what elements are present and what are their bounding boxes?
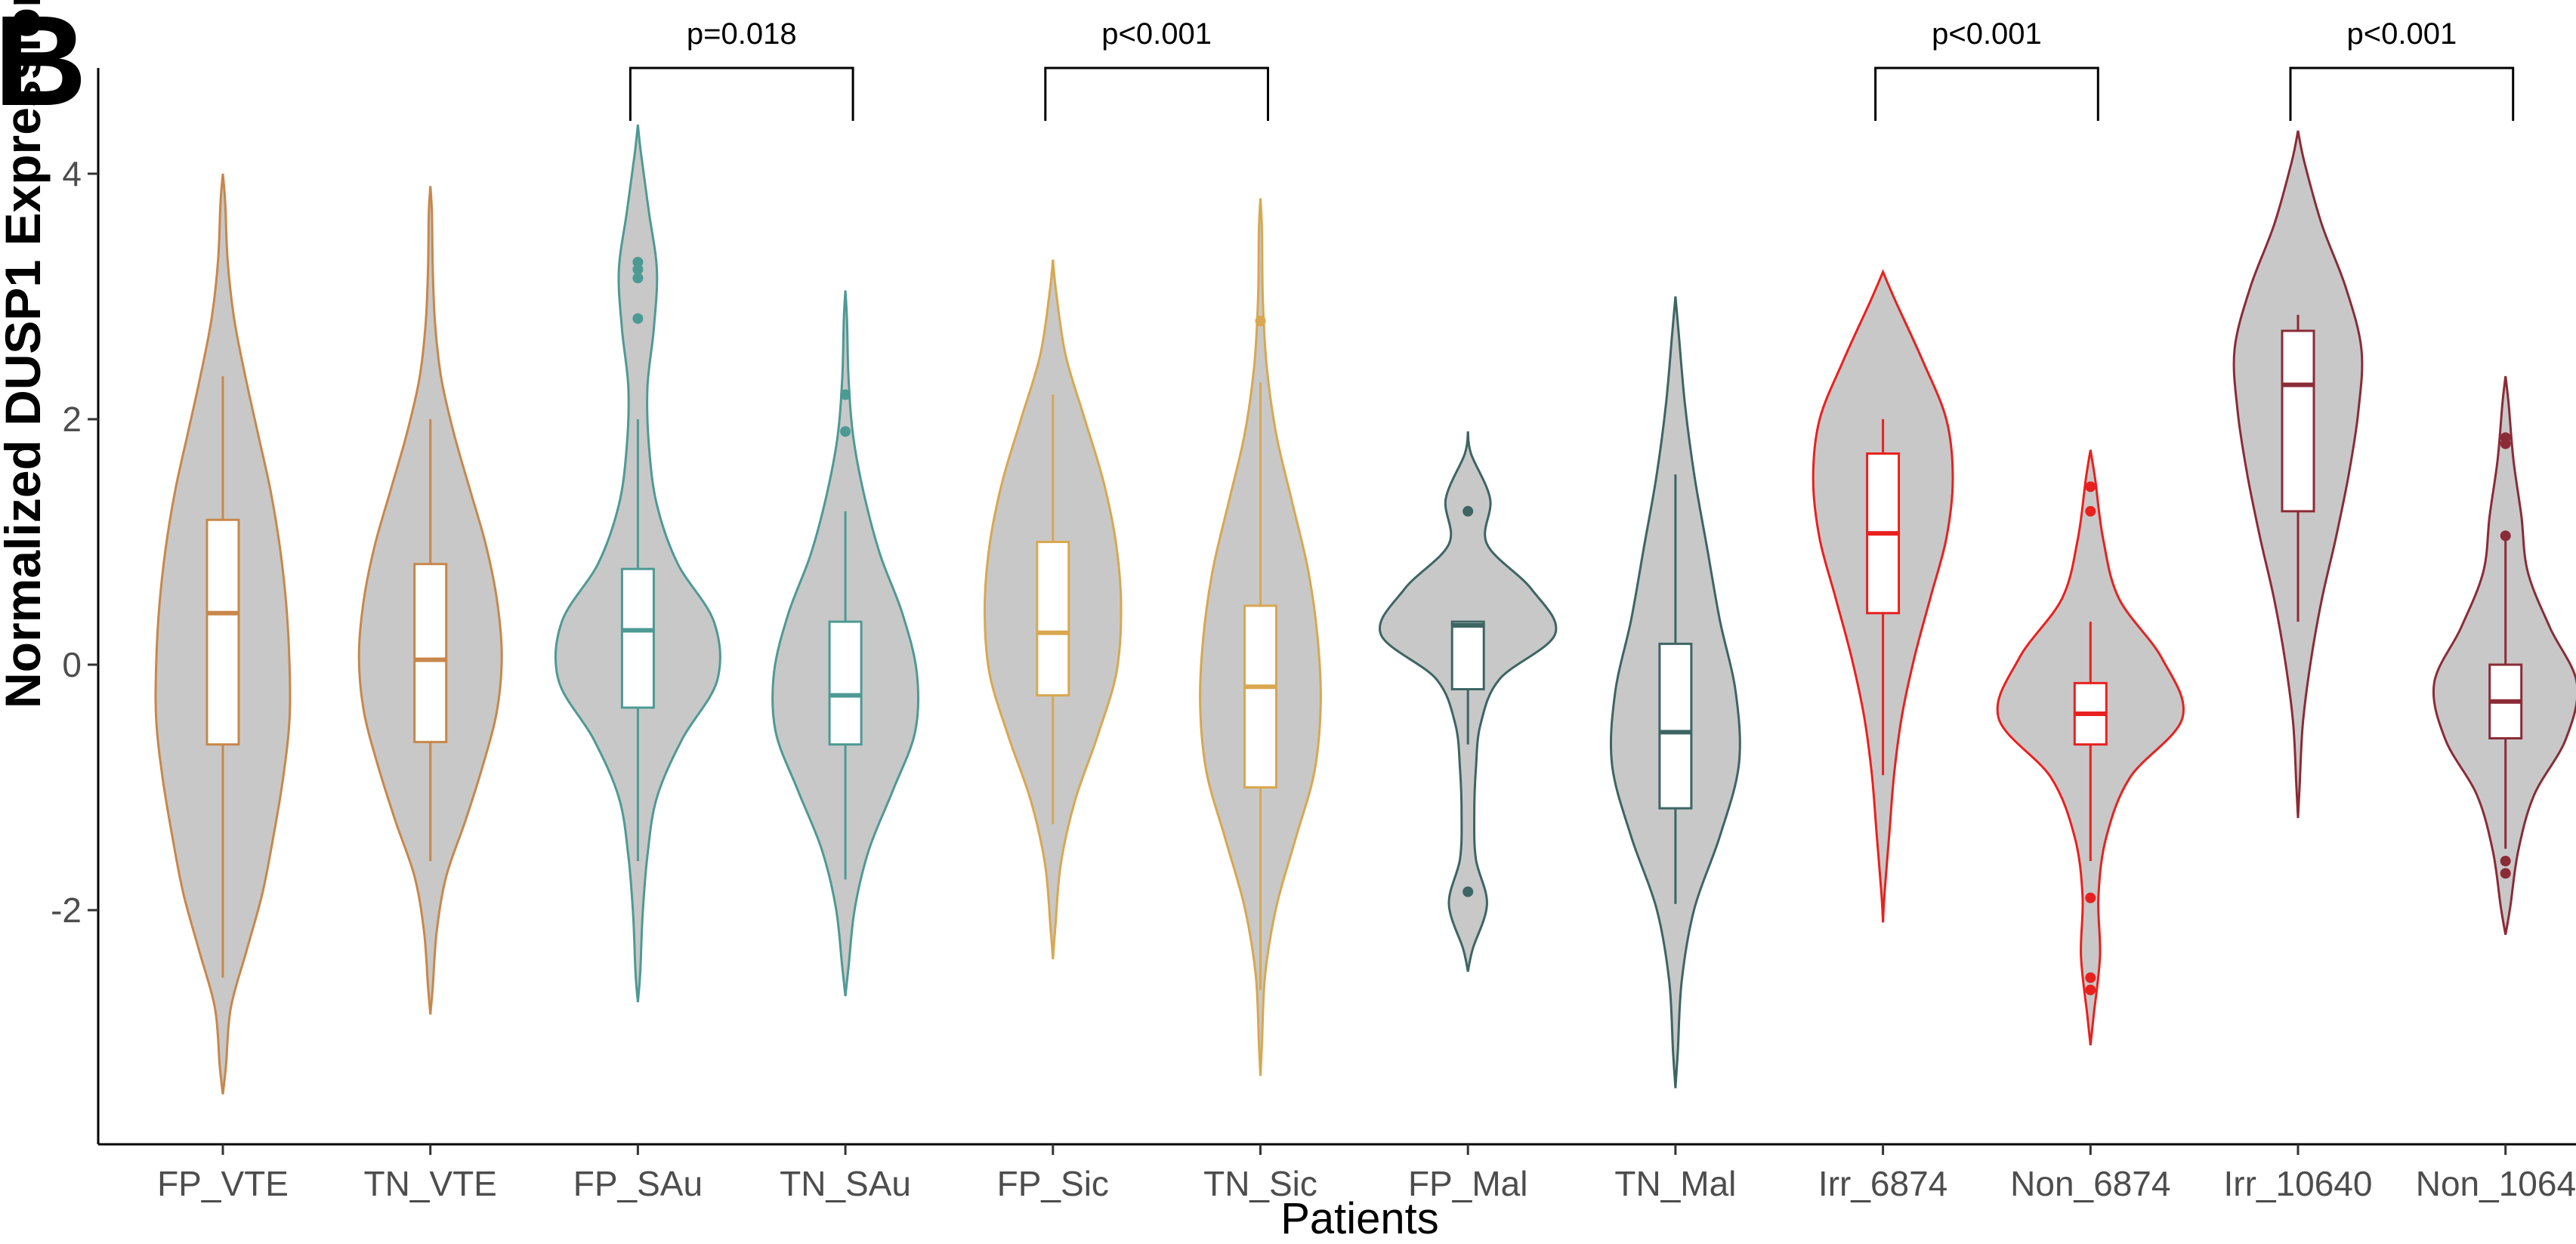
violin-Irr_10640 <box>2232 130 2364 819</box>
p-value-label: p=0.018 <box>687 17 797 51</box>
violin-Non_10640 <box>2432 375 2576 935</box>
outlier-point <box>2500 856 2511 866</box>
outlier-point <box>2085 505 2096 517</box>
y-tick-label: 2 <box>62 400 82 439</box>
x-tick-label: TN_SAu <box>780 1164 911 1203</box>
violin-FP_Mal <box>1378 431 1558 972</box>
outlier-point <box>2500 868 2511 879</box>
violin-Irr_6874 <box>1812 269 1954 923</box>
outlier-point <box>2085 984 2096 996</box>
violin-TN_Sic <box>1199 198 1322 1076</box>
panel-label: B <box>0 0 87 133</box>
x-tick-label: Irr_10640 <box>2224 1164 2373 1203</box>
x-tick-label: TN_Sic <box>1203 1164 1317 1203</box>
x-tick-label: TN_VTE <box>364 1164 497 1203</box>
bracket-line <box>1874 66 2099 121</box>
outlier-point <box>632 257 644 267</box>
outlier-point <box>2085 892 2096 903</box>
violin-FP_Sic <box>983 259 1123 960</box>
violin-Non_6874 <box>1996 449 2185 1045</box>
p-value-label: p<0.001 <box>2346 17 2457 51</box>
y-tick-label: 0 <box>62 645 82 684</box>
x-tick-label: Irr_6874 <box>1818 1164 1947 1203</box>
box <box>828 620 863 746</box>
violin-TN_VTE <box>357 186 503 1015</box>
x-tick-label: FP_SAu <box>573 1164 703 1203</box>
outlier-point <box>632 313 644 324</box>
outlier-point <box>1255 316 1266 326</box>
bracket-line <box>2289 66 2515 121</box>
p-value-label: p<0.001 <box>1932 17 2042 51</box>
box <box>1243 604 1277 789</box>
outlier-point <box>2085 481 2096 492</box>
bracket-Irr_6874-Non_6874: p<0.001 <box>1874 17 2099 121</box>
outlier-point <box>840 426 851 437</box>
box <box>2281 329 2315 513</box>
bracket-FP_SAu-TN_SAu: p=0.018 <box>629 17 854 121</box>
outlier-point <box>840 389 851 400</box>
x-tick-label: TN_Mal <box>1614 1164 1736 1203</box>
box <box>1450 620 1485 690</box>
significance-brackets: p=0.018 p<0.001 p<0.001 p<0.001 <box>629 17 2515 121</box>
outlier-point <box>632 273 644 284</box>
bracket-line <box>1044 66 1269 121</box>
bracket-FP_Sic-TN_Sic: p<0.001 <box>1044 17 1269 121</box>
violin-FP_SAu <box>554 124 721 1003</box>
violins <box>154 124 2576 1094</box>
bracket-line <box>629 66 854 121</box>
x-tick-label: FP_Sic <box>997 1164 1109 1203</box>
x-tick-label: Non_10640 <box>2416 1164 2576 1203</box>
violin-TN_SAu <box>771 290 920 996</box>
box <box>1658 642 1693 810</box>
outlier-point <box>2500 432 2511 443</box>
violin-TN_Mal <box>1609 296 1741 1088</box>
outlier-point <box>2085 972 2096 983</box>
box <box>620 567 655 709</box>
x-tick-label: Non_6874 <box>2010 1164 2170 1203</box>
p-value-label: p<0.001 <box>1101 17 1212 51</box>
axes: -2 0 2 4 FP_VTE TN_VTE FP_SAu TN_SAu FP_Sic TN_Si… <box>51 68 2576 1203</box>
bracket-Irr_10640-Non_10640: p<0.001 <box>2289 17 2515 121</box>
box <box>413 563 448 743</box>
box <box>1036 541 1070 697</box>
x-tick-label: FP_Mal <box>1408 1164 1527 1203</box>
outlier-point <box>2500 530 2511 542</box>
y-tick-label: -2 <box>51 891 82 930</box>
outlier-point <box>1463 886 1474 897</box>
outlier-point <box>632 264 644 275</box>
box <box>205 518 240 746</box>
x-axis-title: Patients <box>1280 1194 1439 1243</box>
outlier-point <box>1463 505 1474 517</box>
y-tick-label: 4 <box>62 154 82 193</box>
x-tick-label: FP_VTE <box>157 1164 289 1203</box>
violin-FP_VTE <box>154 173 292 1094</box>
